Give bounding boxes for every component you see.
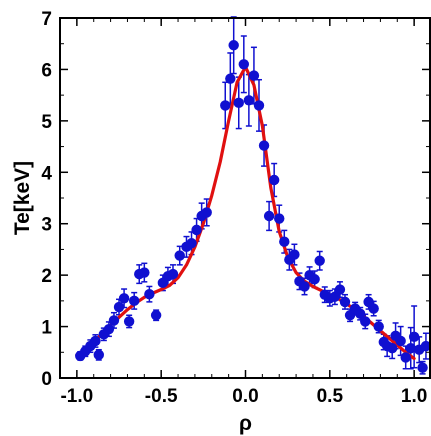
y-axis-title: Te[keV] [11,161,34,235]
data-point [258,140,270,151]
data-point [93,349,104,361]
data-point [108,315,120,326]
data-point [309,274,320,285]
data-point [387,342,398,354]
y-tick-label: 4 [41,163,52,184]
data-point [334,284,346,295]
data-point [186,238,197,249]
data-point [395,335,406,347]
data-point [405,342,416,354]
data-point [263,210,275,222]
data-point [201,207,212,218]
y-tick-label: 2 [41,266,52,287]
data-point [268,174,280,186]
y-tick-label: 7 [41,9,52,30]
y-tick-label: 6 [41,60,52,81]
data-point [123,316,135,327]
data-point [225,73,236,84]
data-point [238,59,250,70]
x-tick-label: -1.0 [60,386,93,407]
y-tick-label: 1 [41,318,52,339]
data-point [360,316,371,327]
data-point [373,321,384,332]
data-point [118,293,130,304]
data-point [174,250,185,261]
y-tick-label: 5 [41,112,52,133]
data-point [220,100,231,111]
data-point [339,296,351,308]
data-point [417,362,428,373]
data-point [314,255,325,266]
data-point [408,331,420,343]
data-point [167,268,179,280]
x-tick-label: -0.5 [145,386,178,407]
data-point [228,40,239,51]
data-point [299,281,310,292]
y-tick-label: 0 [41,369,52,390]
data-point [289,249,300,260]
data-point [329,291,341,302]
data-point [103,323,115,335]
x-axis-title: ρ [239,412,252,435]
x-tick-label: 1.0 [401,386,427,407]
data-point [420,340,431,352]
data-point [243,95,255,106]
data-point [368,303,379,314]
data-point [139,267,150,278]
data-point [354,308,366,319]
data-point [150,310,162,321]
data-point [113,301,125,313]
data-point [233,97,244,109]
data-point [129,295,140,307]
axis-ticks: -1.0 -0.5 0.0 0.5 1.0 0 1 2 3 4 5 6 7 [41,9,430,407]
data-point [400,352,411,363]
data-point [253,100,265,111]
x-tick-label: 0.5 [317,386,344,407]
data-point [90,335,101,347]
data-point [191,224,202,236]
y-tick-label: 3 [41,215,52,236]
data-layer [75,16,431,375]
x-tick-label: 0.0 [232,386,258,407]
data-point [274,213,285,224]
data-point [248,70,260,81]
data-point [279,236,290,247]
data-point [144,288,155,300]
